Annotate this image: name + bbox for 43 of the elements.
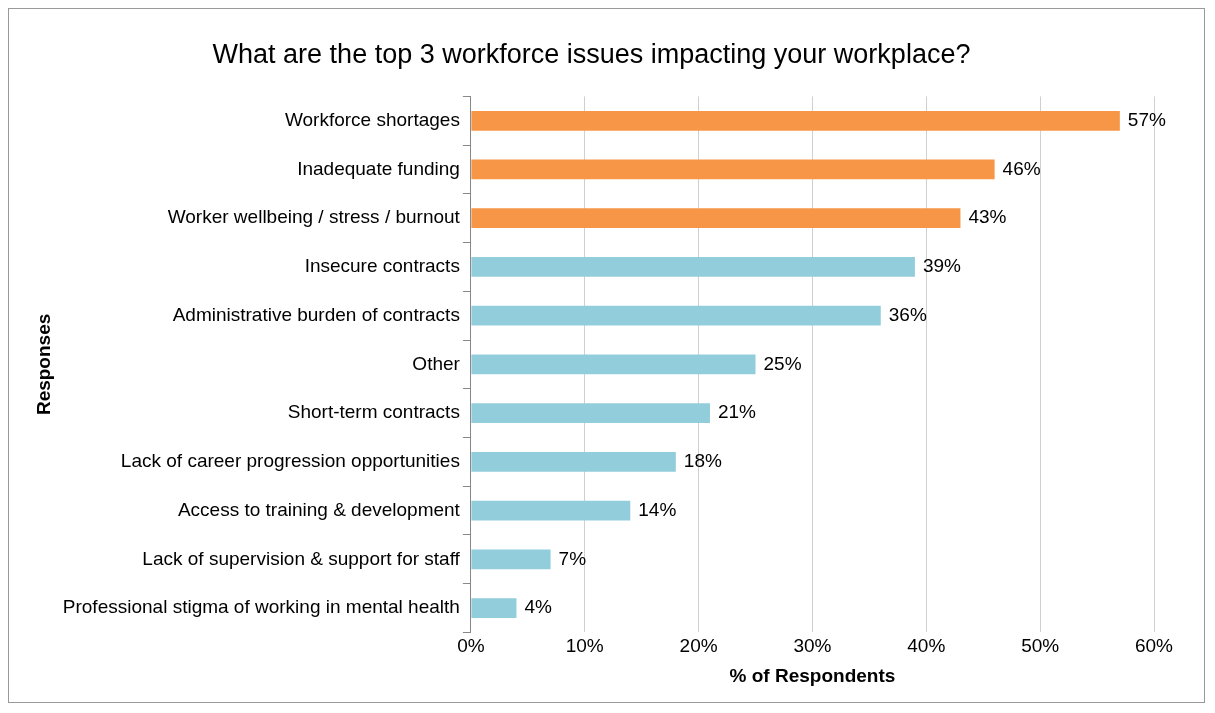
y-tick-label: Professional stigma of working in mental health — [62, 596, 460, 618]
y-tick-label: Worker wellbeing / stress / burnout — [167, 206, 461, 228]
bar — [471, 305, 881, 326]
y-tick-label: Other — [412, 352, 461, 374]
bar — [471, 549, 551, 570]
x-axis-title: % of Respondents — [729, 664, 896, 686]
data-label: 25% — [763, 352, 802, 374]
bar — [471, 598, 517, 618]
bar — [471, 500, 631, 521]
y-tick-label: Inadequate funding — [297, 157, 460, 179]
data-label: 21% — [717, 401, 757, 423]
bar — [471, 159, 995, 180]
data-label: 39% — [922, 255, 962, 277]
bar — [471, 257, 915, 277]
data-label: 36% — [888, 303, 927, 325]
bar — [471, 354, 756, 375]
data-label: 43% — [968, 206, 1007, 228]
y-tick-label: Access to training & development — [177, 498, 461, 520]
data-label: 4% — [524, 596, 552, 618]
y-tick-label: Workforce shortages — [284, 109, 460, 130]
y-axis-title: Responses — [32, 313, 54, 416]
data-label: 18% — [683, 450, 722, 472]
data-label: 7% — [558, 547, 587, 569]
bar — [471, 110, 1120, 131]
x-tick-label: 30% — [793, 635, 832, 657]
y-tick-label: Short-term contracts — [287, 401, 460, 423]
y-tick-label: Lack of career progression opportunities — [120, 450, 460, 472]
x-tick-label: 60% — [1134, 635, 1174, 657]
x-tick-label: 10% — [565, 635, 604, 657]
x-tick-label: 40% — [907, 635, 946, 657]
bar — [471, 208, 961, 229]
y-tick-label: Insecure contracts — [304, 255, 460, 277]
data-label: 57% — [1127, 109, 1166, 130]
y-tick-label: Administrative burden of contracts — [172, 303, 460, 325]
y-tick-label: Lack of supervision & support for staff — [142, 547, 461, 569]
bar — [471, 451, 676, 472]
x-tick-label: 20% — [679, 635, 718, 657]
x-tick-label: 50% — [1021, 635, 1060, 657]
bar — [471, 403, 710, 423]
chart-title: What are the top 3 workforce issues impacting your workplace? — [212, 38, 971, 69]
data-label: 46% — [1002, 157, 1041, 179]
x-tick-label: 0% — [457, 635, 485, 657]
data-label: 14% — [638, 498, 677, 520]
